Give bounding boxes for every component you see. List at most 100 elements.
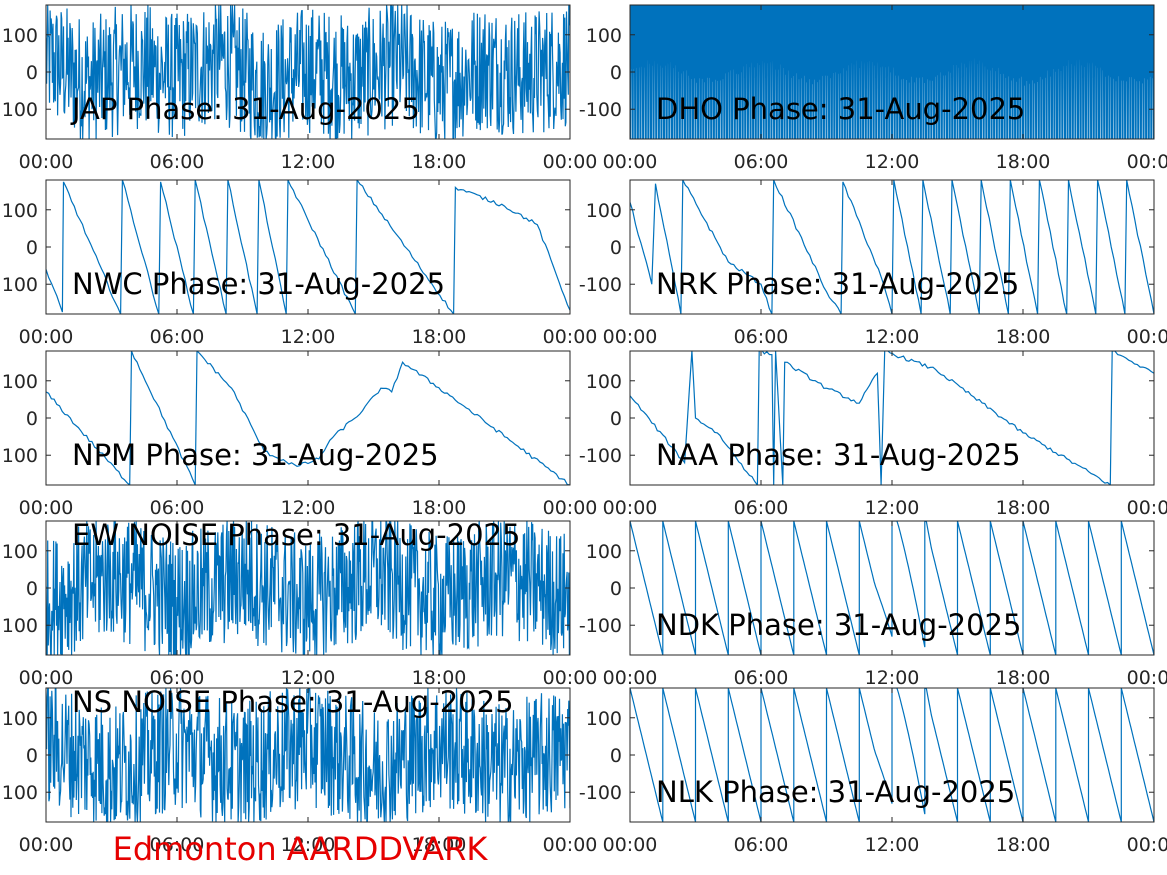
x-tick-label: 00:00 [1127, 497, 1167, 519]
x-tick-label: 00:00 [543, 834, 598, 856]
panel-nwc: 100 0 100 00:00 06:00 12:00 18:00 00:00 NWC Phas… [2, 179, 598, 348]
y-tick-label: 0 [610, 237, 622, 259]
y-tick-label: 0 [26, 237, 38, 259]
y-tick-label: 100 [2, 371, 38, 393]
phase-trace [630, 180, 1154, 314]
panel-jap: 100 0 100 00:00 06:00 12:00 18:00 00:00 JAP Phas… [2, 4, 598, 173]
y-tick-label: 100 [586, 25, 622, 47]
y-tick-label: -100 [579, 445, 622, 467]
panel-title: NDK Phase: 31-Aug-2025 [656, 608, 1021, 642]
panel-ns-noise: 100 0 100 00:00 06:00 12:00 18:00 00:00 NS NOISE… [2, 685, 598, 856]
y-tick-label: 0 [26, 745, 38, 767]
x-tick-label: 00:00 [603, 834, 658, 856]
x-tick-label: 18:00 [996, 151, 1051, 173]
y-tick-label: 100 [2, 445, 38, 467]
x-tick-label: 00:00 [543, 151, 598, 173]
x-tick-label: 12:00 [281, 497, 336, 519]
x-tick-label: 18:00 [412, 326, 467, 348]
panel-ndk: 100 0 -100 00:00 06:00 12:00 18:00 00:00 NDK Pha… [579, 520, 1167, 689]
y-tick-label: 100 [586, 708, 622, 730]
x-tick-label: 00:00 [19, 834, 74, 856]
x-tick-label: 12:00 [865, 326, 920, 348]
y-tick-label: 0 [26, 62, 38, 84]
x-tick-label: 00:00 [603, 497, 658, 519]
y-tick-label: -100 [579, 274, 622, 296]
x-tick-label: 06:00 [734, 834, 789, 856]
panel-naa: 100 0 -100 00:00 06:00 12:00 18:00 00:00 NAA Pha… [579, 350, 1167, 519]
x-tick-label: 18:00 [996, 834, 1051, 856]
panel-ew-noise: 100 0 100 00:00 06:00 12:00 18:00 00:00 EW NOISE… [2, 518, 598, 689]
phase-trace [630, 521, 1154, 655]
x-tick-label: 18:00 [412, 497, 467, 519]
panel-title: NPM Phase: 31-Aug-2025 [72, 438, 439, 472]
y-tick-label: -100 [579, 99, 622, 121]
panel-nlk: 100 0 -100 00:00 06:00 12:00 18:00 00:00 NLK Pha… [579, 687, 1167, 856]
y-tick-label: 100 [2, 782, 38, 804]
x-tick-label: 06:00 [150, 151, 205, 173]
panel-title: NWC Phase: 31-Aug-2025 [72, 267, 445, 301]
x-tick-label: 00:00 [19, 151, 74, 173]
x-tick-label: 12:00 [281, 667, 336, 689]
phase-trace [46, 351, 570, 485]
phase-trace [46, 5, 570, 139]
y-tick-label: 100 [2, 99, 38, 121]
panel-title: EW NOISE Phase: 31-Aug-2025 [72, 518, 520, 552]
x-tick-label: 00:00 [1127, 151, 1167, 173]
phase-trace [46, 688, 570, 822]
phase-trace [630, 688, 1154, 822]
x-tick-label: 12:00 [865, 497, 920, 519]
phase-trace [46, 180, 570, 314]
y-tick-label: 100 [2, 708, 38, 730]
panel-dho: 100 0 -100 00:00 06:00 12:00 18:00 00:00 DHO Pha… [579, 4, 1167, 173]
y-tick-label: 0 [26, 408, 38, 430]
y-tick-label: 0 [610, 62, 622, 84]
y-tick-label: 100 [2, 615, 38, 637]
x-tick-label: 18:00 [412, 151, 467, 173]
panel-npm: 100 0 100 00:00 06:00 12:00 18:00 00:00 NPM Phas… [2, 350, 598, 519]
y-tick-label: 0 [610, 745, 622, 767]
panel-title: NS NOISE Phase: 31-Aug-2025 [72, 685, 514, 719]
x-tick-label: 06:00 [150, 834, 205, 856]
phase-trace [630, 351, 1154, 485]
x-tick-label: 00:00 [543, 326, 598, 348]
x-tick-label: 00:00 [19, 497, 74, 519]
x-tick-label: 06:00 [734, 497, 789, 519]
y-tick-label: 100 [2, 200, 38, 222]
panel-title: NLK Phase: 31-Aug-2025 [656, 775, 1015, 809]
panel-title: NAA Phase: 31-Aug-2025 [656, 438, 1021, 472]
x-tick-label: 18:00 [996, 667, 1051, 689]
y-tick-label: 100 [2, 274, 38, 296]
x-tick-label: 12:00 [865, 151, 920, 173]
station-label: Edmonton AARDDVARK [113, 830, 489, 868]
y-tick-label: 0 [610, 408, 622, 430]
x-tick-label: 18:00 [412, 667, 467, 689]
x-tick-label: 00:00 [19, 326, 74, 348]
x-tick-label: 06:00 [150, 326, 205, 348]
y-tick-label: 0 [610, 578, 622, 600]
x-tick-label: 06:00 [734, 667, 789, 689]
y-tick-label: 0 [26, 578, 38, 600]
y-tick-label: 100 [586, 200, 622, 222]
y-tick-label: 100 [586, 371, 622, 393]
x-tick-label: 00:00 [603, 326, 658, 348]
x-tick-label: 12:00 [281, 151, 336, 173]
y-tick-label: -100 [579, 782, 622, 804]
panel-title: JAP Phase: 31-Aug-2025 [70, 92, 420, 126]
x-tick-label: 00:00 [1127, 834, 1167, 856]
x-tick-label: 00:00 [543, 667, 598, 689]
y-tick-label: 100 [2, 25, 38, 47]
panel-title: DHO Phase: 31-Aug-2025 [656, 92, 1025, 126]
x-tick-label: 18:00 [996, 326, 1051, 348]
x-tick-label: 12:00 [865, 834, 920, 856]
x-tick-label: 12:00 [281, 326, 336, 348]
x-tick-label: 18:00 [996, 497, 1051, 519]
x-tick-label: 06:00 [734, 326, 789, 348]
phase-trace [46, 521, 570, 655]
x-tick-label: 00:00 [543, 497, 598, 519]
x-tick-label: 00:00 [603, 667, 658, 689]
x-tick-label: 06:00 [150, 497, 205, 519]
x-tick-label: 00:00 [1127, 667, 1167, 689]
x-tick-label: 00:00 [1127, 326, 1167, 348]
x-tick-label: 00:00 [19, 667, 74, 689]
